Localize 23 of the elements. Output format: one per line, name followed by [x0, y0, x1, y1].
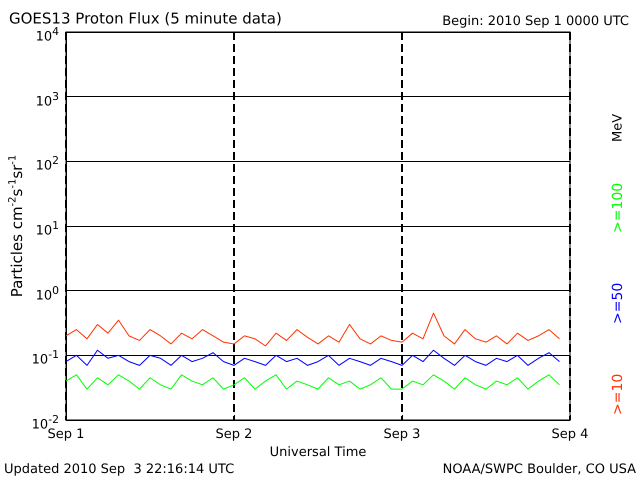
line-series [66, 350, 560, 366]
y-axis-title: Particles cm-2s-1sr-1 [8, 154, 26, 298]
y-tick-label: 10$^{2}$ [36, 153, 59, 176]
y-tick-label: 10$^{0}$ [36, 282, 59, 305]
text: >=50 [610, 282, 626, 324]
legend-title: MeV [610, 114, 626, 142]
x-tick-label: Sep 1 [48, 427, 84, 442]
chart-subtitle: Begin: 2010 Sep 1 0000 UTC [442, 14, 630, 29]
y-tick-label: 10$^{1}$ [36, 218, 59, 240]
line-series [66, 312, 560, 346]
text: Updated 2010 Sep 3 22:16:14 UTC [4, 462, 234, 477]
text: >=100 [610, 182, 626, 233]
text: NOAA/SWPC Boulder, CO USA [442, 462, 636, 477]
y-tick-label: 10$^{3}$ [36, 88, 59, 111]
x-axis-title: Universal Time [270, 444, 366, 460]
line-series [66, 374, 560, 390]
x-tick-label: Sep 3 [384, 427, 420, 442]
text: >=10 [610, 374, 626, 415]
y-tick-label: 10$^{4}$ [36, 25, 59, 44]
chart-title: GOES13 Proton Flux (5 minute data) [9, 10, 282, 28]
x-tick-label: Sep 4 [552, 427, 588, 442]
y-tick-label: 10$^{-1}$ [32, 347, 59, 370]
x-tick-label: Sep 2 [216, 427, 252, 442]
